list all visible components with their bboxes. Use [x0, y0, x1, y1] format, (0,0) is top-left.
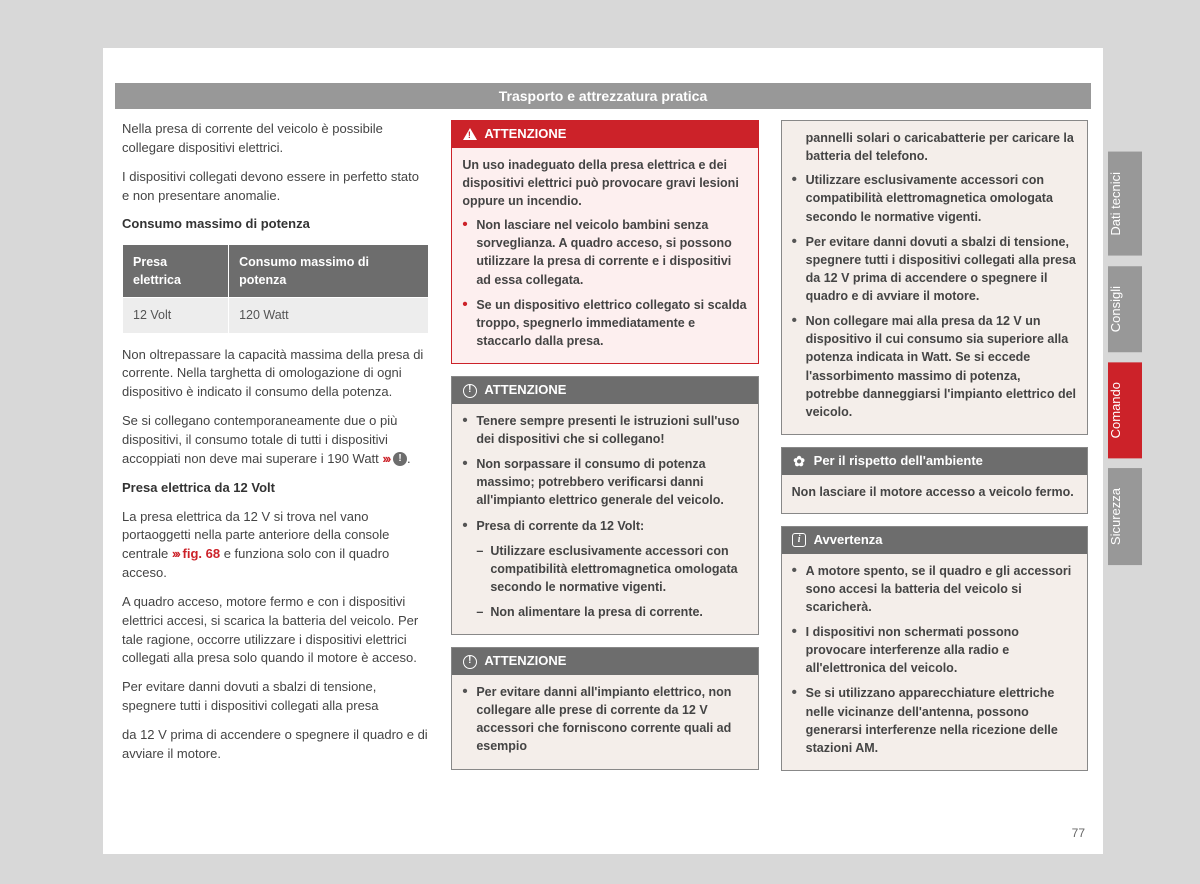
- info-icon: i: [792, 533, 807, 548]
- box-header: ✿ Per il rispetto dell'ambiente: [782, 448, 1087, 475]
- tab-comando[interactable]: Comando: [1108, 362, 1142, 458]
- box-bullet: Utilizzare esclusivamente accessori con …: [792, 171, 1077, 225]
- subheading: Presa elettrica da 12 Volt: [122, 479, 429, 498]
- tab-consigli[interactable]: Consigli: [1108, 266, 1142, 352]
- caution-box: ! ATTENZIONE Per evitare danni all'impia…: [451, 647, 758, 769]
- body-text: La presa elettrica da 12 V si trova nel …: [122, 508, 429, 583]
- box-bullet: Non lasciare nel veicolo bambini senza s…: [462, 216, 747, 289]
- section-header: Trasporto e attrezzatura pratica: [115, 83, 1091, 109]
- table-header: Presa elettrica: [123, 245, 229, 298]
- side-tabs: Dati tecnici Consigli Comando Sicurezza: [1108, 152, 1142, 575]
- environment-box: ✿ Per il rispetto dell'ambiente Non lasc…: [781, 447, 1088, 514]
- note-box: i Avvertenza A motore spento, se il quad…: [781, 526, 1088, 771]
- box-bullet: Non collegare mai alla presa da 12 V un …: [792, 312, 1077, 421]
- box-header: i Avvertenza: [782, 527, 1087, 554]
- table-header: Consumo massimo di potenza: [229, 245, 429, 298]
- body-text: A quadro acceso, motore fermo e con i di…: [122, 593, 429, 668]
- box-bullet: Non sorpassare il consumo di potenza mas…: [462, 455, 747, 509]
- box-header: ! ATTENZIONE: [452, 648, 757, 675]
- box-bullet: I dispositivi non schermati possono prov…: [792, 623, 1077, 677]
- tab-dati-tecnici[interactable]: Dati tecnici: [1108, 152, 1142, 256]
- warning-triangle-icon: [462, 127, 477, 142]
- box-sub-bullet: Utilizzare esclusivamente accessori con …: [462, 542, 747, 596]
- power-table: Presa elettrica Consumo massimo di poten…: [122, 244, 429, 333]
- box-text: Un uso inadeguato della presa elettrica …: [462, 156, 747, 210]
- box-bullet: Per evitare danni dovuti a sbalzi di ten…: [792, 233, 1077, 306]
- box-bullet: Per evitare danni all'impianto elettrico…: [462, 683, 747, 756]
- body-text: Nella presa di corrente del veicolo è po…: [122, 120, 429, 158]
- box-bullet: Tenere sempre presenti le istruzioni sul…: [462, 412, 747, 448]
- table-cell: 120 Watt: [229, 298, 429, 333]
- warning-box-red: ATTENZIONE Un uso inadeguato della presa…: [451, 120, 758, 364]
- box-text: Non lasciare il motore accesso a veicolo…: [792, 483, 1077, 501]
- info-icon: !: [393, 452, 407, 466]
- body-text: Se si collegano contemporaneamente due o…: [122, 412, 429, 469]
- caution-box-continued: pannelli solari o caricabatterie per car…: [781, 120, 1088, 435]
- box-sub-bullet: Non alimentare la presa di corrente.: [462, 603, 747, 621]
- table-cell: 12 Volt: [123, 298, 229, 333]
- page-number: 77: [1072, 826, 1085, 840]
- flower-icon: ✿: [792, 454, 807, 469]
- box-bullet: Se si utilizzano apparecchiature elettri…: [792, 684, 1077, 757]
- box-bullet: Se un dispositivo elettrico collegato si…: [462, 296, 747, 350]
- box-bullet: Presa di corrente da 12 Volt:: [462, 517, 747, 535]
- box-header: ATTENZIONE: [452, 121, 757, 148]
- caution-icon: !: [462, 654, 477, 669]
- tab-sicurezza[interactable]: Sicurezza: [1108, 468, 1142, 565]
- cross-ref-icon: ›››: [382, 451, 389, 466]
- body-text: Non oltrepassare la capacità massima del…: [122, 346, 429, 403]
- box-bullet: A motore spento, se il quadro e gli acce…: [792, 562, 1077, 616]
- subheading: Consumo massimo di potenza: [122, 215, 429, 234]
- caution-box: ! ATTENZIONE Tenere sempre presenti le i…: [451, 376, 758, 635]
- figure-ref: ››› fig. 68: [172, 546, 220, 561]
- body-text: da 12 V prima di accendere o spegnere il…: [122, 726, 429, 764]
- body-text: Per evitare danni dovuti a sbalzi di ten…: [122, 678, 429, 716]
- box-header: ! ATTENZIONE: [452, 377, 757, 404]
- box-text: pannelli solari o caricabatterie per car…: [792, 129, 1077, 165]
- body-text: I dispositivi collegati devono essere in…: [122, 168, 429, 206]
- caution-icon: !: [462, 383, 477, 398]
- page-content: Nella presa di corrente del veicolo è po…: [122, 120, 1088, 820]
